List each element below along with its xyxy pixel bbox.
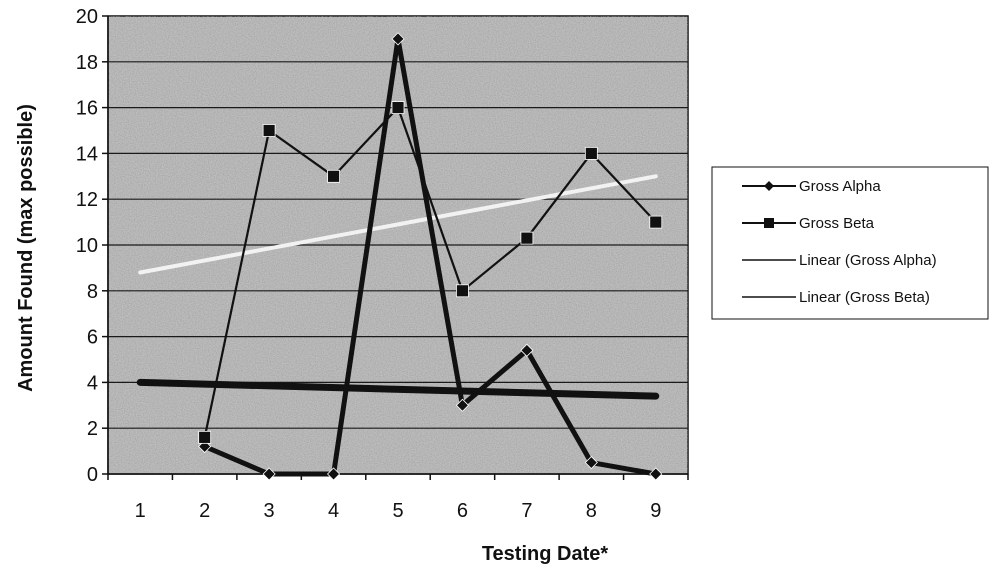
series-line-gross-beta <box>203 106 657 438</box>
gross-alpha-point <box>584 455 598 470</box>
gross-beta-point <box>649 215 663 229</box>
legend-linear-gross-beta-label: Linear (Gross Beta) <box>799 289 930 306</box>
y-tick-label: 4 <box>87 372 98 394</box>
gross-alpha-point <box>391 32 405 46</box>
gross-alpha-point <box>262 467 276 481</box>
y-tick-label: 2 <box>87 418 98 440</box>
x-tick-labels: 1 2 3 4 5 6 7 8 9 <box>135 500 662 522</box>
x-tick-label: 5 <box>392 500 403 522</box>
y-tick-labels: 0 2 4 6 8 10 12 14 16 18 20 <box>76 6 98 486</box>
x-tick-label: 1 <box>135 500 146 522</box>
gross-alpha-point <box>649 467 663 481</box>
trendline-gross-beta <box>138 174 658 275</box>
x-tick-label: 4 <box>328 500 339 522</box>
legend-box <box>711 166 989 320</box>
legend-gross-alpha-label: Gross Alpha <box>799 178 881 195</box>
series-line-gross-alpha <box>203 36 657 477</box>
y-tick-label: 0 <box>87 464 98 486</box>
y-tick-label: 12 <box>76 189 98 211</box>
data-markers <box>198 32 663 481</box>
gross-alpha-point <box>520 343 534 357</box>
legend: Gross Alpha Gross Beta Linear (Gross Alpha… <box>711 166 989 320</box>
gross-beta-point <box>198 430 212 444</box>
gross-beta-point <box>327 169 340 183</box>
y-axis-title: Amount Found (max possible) <box>15 104 37 392</box>
gross-beta-point <box>520 231 534 245</box>
gross-beta-point <box>584 146 598 160</box>
y-tick-label: 8 <box>87 281 98 303</box>
legend-linear-gross-alpha-label: Linear (Gross Alpha) <box>799 252 937 269</box>
x-tick-label: 3 <box>264 500 275 522</box>
y-tick-label: 20 <box>76 6 98 28</box>
gross-alpha-point <box>455 398 470 412</box>
gross-alpha-point <box>326 467 341 481</box>
y-tick-label: 10 <box>76 235 98 257</box>
x-tick-label: 9 <box>650 500 661 522</box>
x-tick-label: 7 <box>521 500 532 522</box>
legend-gross-alpha-marker <box>764 181 774 191</box>
axes <box>102 15 689 480</box>
gross-beta-point <box>262 124 276 137</box>
x-tick-label: 6 <box>457 500 468 522</box>
x-tick-label: 2 <box>199 500 210 522</box>
series-lines <box>203 36 657 477</box>
y-tick-label: 16 <box>76 98 98 120</box>
y-tick-label: 14 <box>76 143 98 165</box>
legend-gross-beta-marker <box>764 218 774 228</box>
gross-beta-point <box>391 101 405 114</box>
x-tick-label: 8 <box>586 500 597 522</box>
gross-beta-point <box>456 284 469 298</box>
x-axis-title: Testing Date* <box>482 543 609 565</box>
y-tick-label: 6 <box>87 327 98 349</box>
legend-gross-beta-label: Gross Beta <box>799 215 875 232</box>
trendlines <box>136 174 660 400</box>
y-tick-label: 18 <box>76 52 98 74</box>
trendline-gross-alpha <box>136 378 660 400</box>
